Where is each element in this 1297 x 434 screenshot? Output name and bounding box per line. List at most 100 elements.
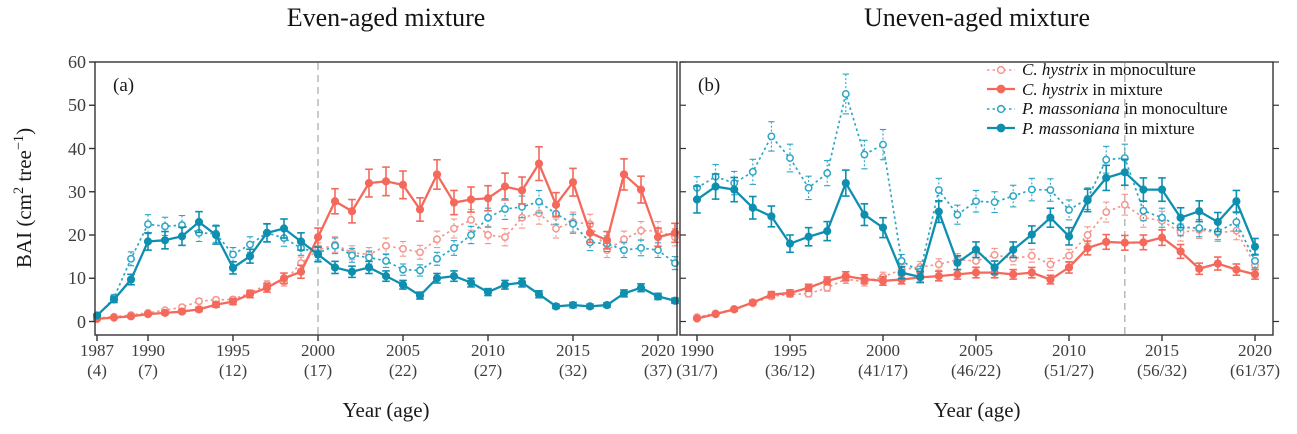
x-tick-age: (7) [138, 361, 158, 380]
data-point-marker [990, 263, 999, 272]
y-tick-label: 60 [68, 52, 86, 72]
data-point-marker [653, 292, 663, 301]
data-point-marker [1157, 233, 1167, 242]
data-point-marker [785, 288, 795, 298]
legend-species-name: P. massoniana [1022, 118, 1120, 138]
legend-item-pm-mixture: P. massoniana in mixture [986, 119, 1228, 139]
panel-border [94, 61, 678, 336]
data-point-marker [620, 246, 628, 255]
data-point-marker [1232, 197, 1241, 206]
data-point-marker [1102, 155, 1111, 164]
x-tick-age: (41/17) [857, 361, 909, 380]
data-point-marker [860, 210, 869, 219]
data-point-marker [467, 231, 475, 239]
data-point-marker [711, 182, 720, 191]
error-bar [382, 253, 390, 268]
data-point-marker [466, 195, 476, 204]
legend-label: C. hystrix in mixture [1022, 80, 1163, 99]
data-point-marker [767, 290, 776, 299]
data-point-marker [1065, 205, 1073, 214]
data-point-marker [785, 239, 795, 248]
data-point-marker [433, 235, 441, 244]
data-point-marker [953, 258, 962, 267]
data-point-marker [415, 205, 425, 214]
legend-circle [996, 65, 1006, 74]
x-tick-label: 2010 (51/27) [1024, 341, 1114, 381]
data-point-marker [1250, 270, 1260, 279]
data-point-marker [449, 271, 459, 281]
data-point-marker [330, 197, 340, 206]
x-tick-age: (17) [303, 361, 333, 380]
data-point-marker [1120, 238, 1129, 247]
data-point-marker [1102, 173, 1111, 183]
data-point-marker [398, 180, 408, 189]
data-point-marker [211, 300, 221, 309]
data-point-marker [971, 268, 981, 277]
error-bar [768, 121, 775, 152]
data-point-marker [501, 205, 509, 214]
x-tick-age: (32) [558, 361, 588, 380]
x-tick-label: 2005 (22) [358, 341, 448, 381]
data-point-marker [126, 312, 136, 321]
data-point-marker [160, 236, 170, 245]
legend-label: C. hystrix in monoculture [1022, 60, 1196, 79]
data-point-marker [636, 283, 646, 292]
data-point-marker [637, 244, 645, 252]
data-point-marker [692, 314, 702, 323]
data-point-marker [990, 250, 999, 259]
data-point-marker [1102, 208, 1111, 217]
y-tick-label: 30 [68, 181, 86, 202]
data-point-marker [1195, 264, 1204, 273]
data-point-marker [916, 272, 925, 282]
data-point-marker [1083, 196, 1092, 205]
data-point-marker [1009, 192, 1018, 201]
data-point-marker [711, 310, 720, 319]
x-tick-label: 2015 (32) [528, 341, 618, 381]
data-point-marker [551, 302, 561, 311]
legend-label: P. massoniana in monoculture [1022, 99, 1228, 118]
data-point-marker [1139, 185, 1148, 194]
y-tick-label: 0 [77, 311, 86, 332]
y-tick-label: 20 [68, 225, 86, 245]
data-point-marker [692, 195, 702, 204]
x-tick-age: (27) [473, 361, 503, 380]
data-point-marker [415, 291, 425, 300]
data-point-marker [972, 197, 980, 206]
y-tick-label: 40 [68, 138, 86, 159]
data-point-marker [246, 240, 254, 249]
data-point-marker [748, 167, 757, 176]
data-point-marker [177, 232, 187, 241]
data-point-marker [1251, 257, 1259, 265]
data-point-marker [1009, 245, 1018, 254]
x-tick-age: (56/32) [1136, 361, 1188, 380]
data-point-marker [1232, 265, 1241, 274]
data-point-marker [382, 241, 390, 250]
data-point-marker [1027, 230, 1036, 239]
panel-b-x-axis-label: Year (age) [933, 398, 1021, 422]
data-point-marker [654, 246, 662, 255]
legend-species-name: P. massoniana [1022, 99, 1120, 119]
data-point-marker [804, 232, 813, 241]
x-tick-age: (46/22) [950, 361, 1002, 380]
data-point-marker [245, 290, 255, 299]
error-bar [1028, 248, 1035, 263]
legend-item-ch-monoculture: C. hystrix in monoculture [986, 60, 1228, 80]
error-bar [972, 189, 980, 213]
x-tick-label: 2010 (27) [443, 341, 533, 381]
data-point-marker [1083, 243, 1092, 253]
data-point-marker [449, 198, 459, 207]
data-point-marker [767, 212, 776, 221]
data-point-marker [517, 186, 527, 195]
data-point-marker [279, 224, 289, 233]
legend-circle [996, 84, 1006, 94]
x-tick-year: 2015 [1145, 341, 1179, 360]
x-tick-label: 1990 (31/7) [652, 341, 742, 381]
data-point-marker [602, 236, 612, 245]
data-point-marker [953, 270, 962, 279]
series-ch_mix [92, 145, 680, 324]
data-point-marker [804, 183, 813, 192]
data-point-marker [730, 305, 739, 314]
data-point-marker [381, 177, 391, 186]
data-point-marker [934, 207, 943, 216]
